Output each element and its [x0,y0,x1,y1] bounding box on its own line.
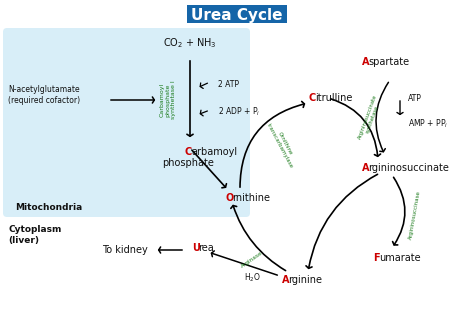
Text: itrulline: itrulline [315,93,352,103]
Text: arbamoyl: arbamoyl [191,147,237,157]
Text: Arginase: Arginase [240,251,264,270]
Text: A: A [282,275,290,285]
Text: spartate: spartate [368,57,409,67]
Text: CO$_2$ + NH$_3$: CO$_2$ + NH$_3$ [163,36,217,50]
Text: F: F [373,253,380,263]
Bar [187,5,287,23]
Text: Cytoplasm
(liver): Cytoplasm (liver) [8,225,61,245]
Text: Urea Cycle: Urea Cycle [191,7,283,23]
Text: rnithine: rnithine [232,193,270,203]
Text: rgininosuccinate: rgininosuccinate [368,163,449,173]
Text: H$_2$O: H$_2$O [244,272,261,284]
Text: A: A [362,57,370,67]
Text: Argininosuccinase: Argininosuccinase [408,190,422,240]
Text: C: C [185,147,192,157]
Text: Ornithine
transcarbamylase: Ornithine transcarbamylase [265,120,299,170]
Text: 2 ADP + P$_i$: 2 ADP + P$_i$ [218,106,260,118]
Text: Argininosuccinate
synthetase: Argininosuccinate synthetase [357,94,383,142]
Text: N-acetylglutamate
(required cofactor): N-acetylglutamate (required cofactor) [8,85,80,105]
Text: rginine: rginine [288,275,322,285]
Text: A: A [362,163,370,173]
Text: C: C [309,93,316,103]
Text: 2 ATP: 2 ATP [218,80,239,89]
Text: Mitochondria: Mitochondria [15,203,82,212]
Text: O: O [226,193,234,203]
Text: To kidney: To kidney [102,245,148,255]
Bar [5,30,248,215]
Text: Carbamoyl
phosphate
synthetase I: Carbamoyl phosphate synthetase I [160,80,176,119]
Text: AMP + PP$_i$: AMP + PP$_i$ [408,118,448,130]
Text: phosphate: phosphate [162,158,214,168]
Text: rea: rea [198,243,214,253]
Text: ATP: ATP [408,93,422,102]
Text: U: U [192,243,200,253]
Text: umarate: umarate [379,253,420,263]
FancyBboxPatch shape [3,28,250,217]
